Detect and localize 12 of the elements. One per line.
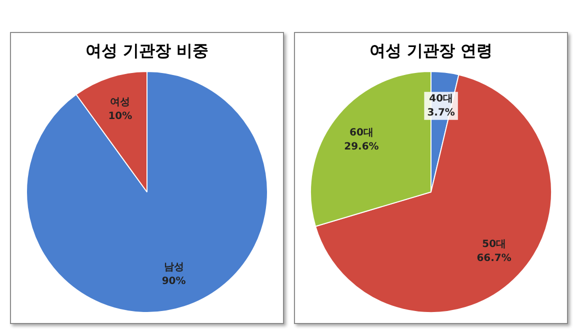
data-label: 10% [108,111,132,122]
data-label: 29.6% [344,142,379,153]
chart-title: 여성 기관장 연령 [368,41,494,62]
slice-label: 여성 [110,97,130,108]
slice-label: 40대 [429,93,454,104]
data-label: 3.7% [427,107,455,118]
data-label: 90% [162,276,186,288]
chart-title: 여성 기관장 비중 [84,41,210,62]
data-label: 66.7% [476,253,512,264]
slice-label: 50대 [482,239,506,250]
slice-label: 남성 [164,262,184,274]
slice-label: 60대 [349,128,374,139]
